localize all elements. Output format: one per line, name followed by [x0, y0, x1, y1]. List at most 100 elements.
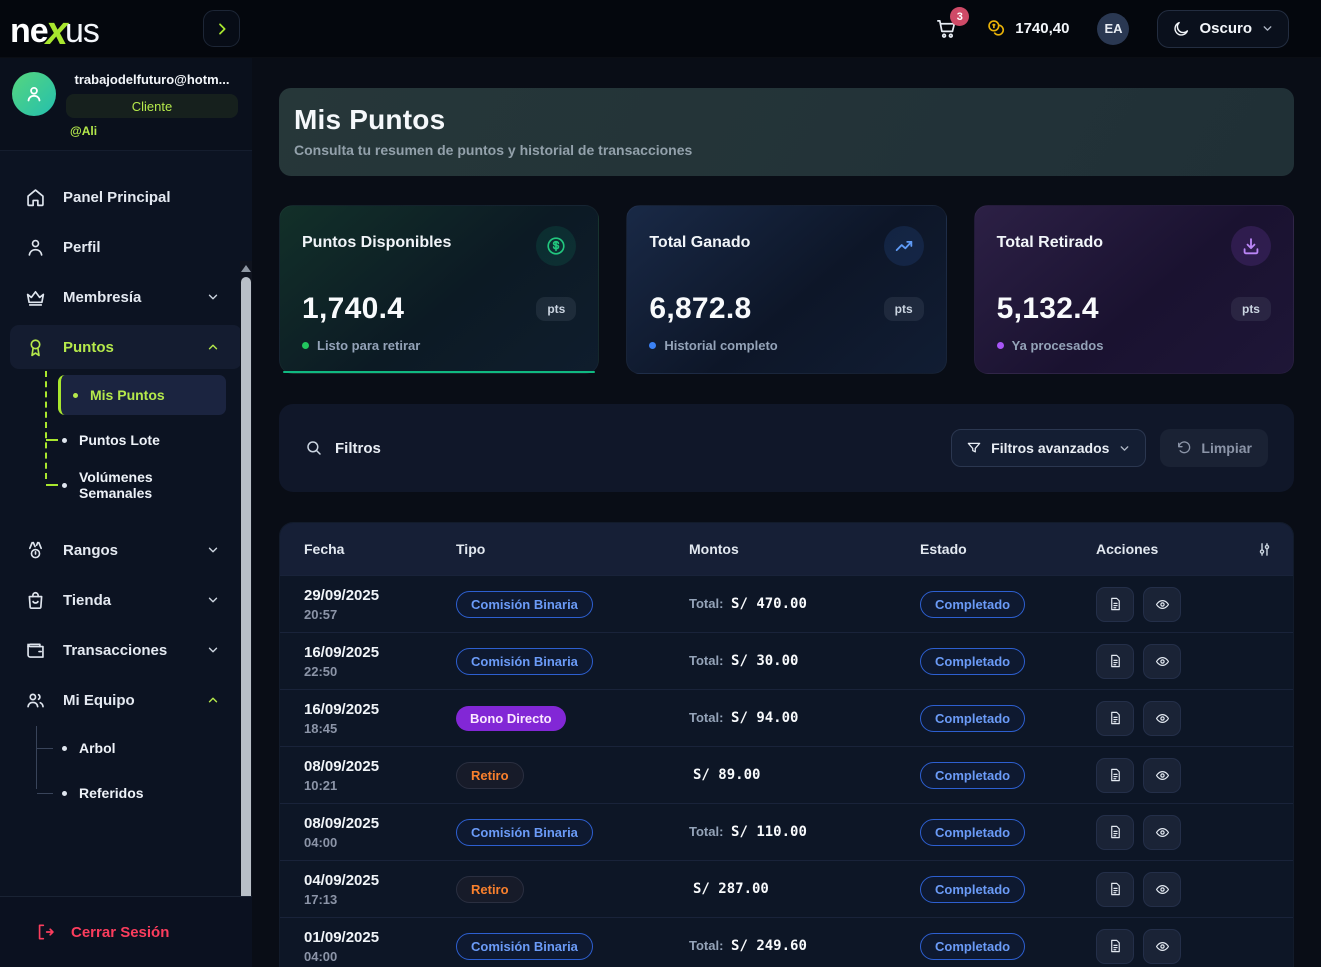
document-action-button[interactable] [1096, 757, 1134, 793]
main-content: Mis Puntos Consulta tu resumen de puntos… [252, 58, 1321, 967]
type-badge: Bono Directo [456, 705, 566, 731]
user-avatar[interactable]: EA [1097, 12, 1130, 45]
view-action-button[interactable] [1143, 757, 1181, 793]
scroll-up-arrow-icon[interactable] [241, 265, 251, 272]
sidebar-item-transacciones[interactable]: Transacciones [0, 628, 242, 672]
view-action-button[interactable] [1143, 586, 1181, 622]
stats-row: Puntos Disponibles 1,740.4 pts Listo par… [279, 205, 1294, 374]
sidebar-collapse-button[interactable] [203, 10, 240, 47]
tree-connector [46, 439, 58, 441]
row-date: 16/09/2025 [304, 643, 380, 661]
sidebar-item-label: Transacciones [63, 641, 168, 659]
topbar: ne x us 3 1740,40 EA Oscuro [0, 0, 1321, 58]
document-action-button[interactable] [1096, 586, 1134, 622]
theme-selector[interactable]: Oscuro [1157, 9, 1289, 48]
view-action-button[interactable] [1143, 700, 1181, 736]
brand-zone: ne x us [0, 0, 252, 57]
amount-prefix: Total: [689, 824, 728, 839]
search-icon [305, 439, 323, 457]
filters-panel: Filtros Filtros avanzados Limpiar [279, 404, 1294, 492]
chevron-down-icon [206, 543, 220, 557]
chevron-down-icon [1261, 22, 1274, 35]
sidebar-item-mis-puntos[interactable]: Mis Puntos [58, 375, 226, 415]
stat-status-text: Listo para retirar [317, 338, 421, 353]
stat-status-text: Historial completo [664, 338, 778, 353]
bullet-icon [62, 745, 67, 751]
award-icon [25, 337, 47, 358]
cell-tipo: Retiro [456, 761, 689, 789]
sidebar-item-rangos[interactable]: Rangos [0, 528, 242, 572]
sidebar-item-puntos-lote[interactable]: Puntos Lote [0, 420, 226, 460]
sidebar-item-label: Volúmenes Semanales [79, 469, 153, 501]
stat-title: Total Retirado [996, 234, 1104, 251]
users-icon [25, 690, 47, 711]
document-action-button[interactable] [1096, 871, 1134, 907]
cell-acciones [1096, 871, 1273, 907]
row-date: 04/09/2025 [304, 871, 380, 889]
document-action-button[interactable] [1096, 814, 1134, 850]
cell-acciones [1096, 643, 1273, 679]
sidebar-item-puntos[interactable]: Puntos [10, 325, 242, 369]
document-action-button[interactable] [1096, 643, 1134, 679]
sidebar-item-arbol[interactable]: Arbol [0, 728, 226, 768]
mi-equipo-submenu: Arbol Referidos [0, 726, 252, 813]
shopping-bag-icon [25, 590, 47, 611]
role-badge: Cliente [66, 94, 238, 118]
clear-filters-label: Limpiar [1201, 440, 1252, 456]
cell-tipo: Comisión Binaria [456, 590, 689, 618]
cell-acciones [1096, 757, 1273, 793]
document-action-button[interactable] [1096, 928, 1134, 964]
logout-button[interactable]: Cerrar Sesión [0, 896, 252, 967]
sidebar-nav: Panel Principal Perfil Membresía Puntos [0, 151, 252, 896]
amount-value: S/ 30.00 [731, 653, 799, 669]
view-action-button[interactable] [1143, 643, 1181, 679]
stat-value: 5,132.4 [996, 292, 1099, 325]
view-action-button[interactable] [1143, 871, 1181, 907]
clear-filters-button[interactable]: Limpiar [1160, 429, 1268, 467]
sidebar-item-perfil[interactable]: Perfil [0, 225, 242, 269]
logout-label: Cerrar Sesión [71, 923, 170, 941]
cell-tipo: Bono Directo [456, 705, 689, 731]
cart-button[interactable]: 3 [935, 7, 970, 40]
cell-fecha: 04/09/2025 17:13 [304, 872, 456, 907]
profile-handle: @Ali [70, 124, 98, 138]
column-settings-icon[interactable] [1256, 541, 1273, 558]
status-badge: Completado [920, 590, 1026, 618]
stat-value: 6,872.8 [649, 292, 752, 325]
chevron-down-icon [1118, 442, 1131, 455]
profile-avatar[interactable] [12, 72, 56, 116]
bullet-icon [62, 437, 67, 443]
cell-acciones [1096, 586, 1273, 622]
trending-up-icon [883, 226, 924, 266]
moon-icon [1172, 20, 1190, 38]
sidebar-item-referidos[interactable]: Referidos [0, 773, 226, 813]
filters-label: Filtros [335, 439, 381, 457]
status-badge: Completado [920, 704, 1026, 732]
wallet-icon [25, 640, 47, 661]
column-header-fecha: Fecha [304, 541, 345, 557]
sidebar-item-tienda[interactable]: Tienda [0, 578, 242, 622]
advanced-filters-button[interactable]: Filtros avanzados [951, 429, 1147, 467]
cell-tipo: Comisión Binaria [456, 932, 689, 960]
sidebar-item-panel-principal[interactable]: Panel Principal [0, 175, 242, 219]
column-header-tipo: Tipo [456, 541, 486, 557]
sidebar-item-volumenes-semanales[interactable]: Volúmenes Semanales [0, 465, 226, 505]
sidebar-item-membresia[interactable]: Membresía [0, 275, 242, 319]
cell-fecha: 16/09/2025 22:50 [304, 644, 456, 679]
sidebar-item-label: Puntos [63, 338, 114, 356]
sidebar-item-mi-equipo[interactable]: Mi Equipo [0, 678, 242, 722]
table-row: 16/09/2025 18:45 Bono Directo Total: S/ … [280, 689, 1293, 746]
document-action-button[interactable] [1096, 700, 1134, 736]
cell-estado: Completado [920, 704, 1096, 732]
row-date: 08/09/2025 [304, 757, 380, 775]
sidebar-scrollbar[interactable] [240, 261, 252, 896]
row-date: 29/09/2025 [304, 586, 380, 604]
cart-count-badge: 3 [950, 7, 970, 26]
view-action-button[interactable] [1143, 928, 1181, 964]
type-badge: Retiro [456, 761, 524, 789]
row-time: 22:50 [304, 663, 338, 679]
view-action-button[interactable] [1143, 814, 1181, 850]
amount-value: S/ 89.00 [693, 767, 761, 783]
scrollbar-thumb[interactable] [241, 277, 251, 896]
cell-montos: S/ 287.00 [689, 880, 920, 898]
